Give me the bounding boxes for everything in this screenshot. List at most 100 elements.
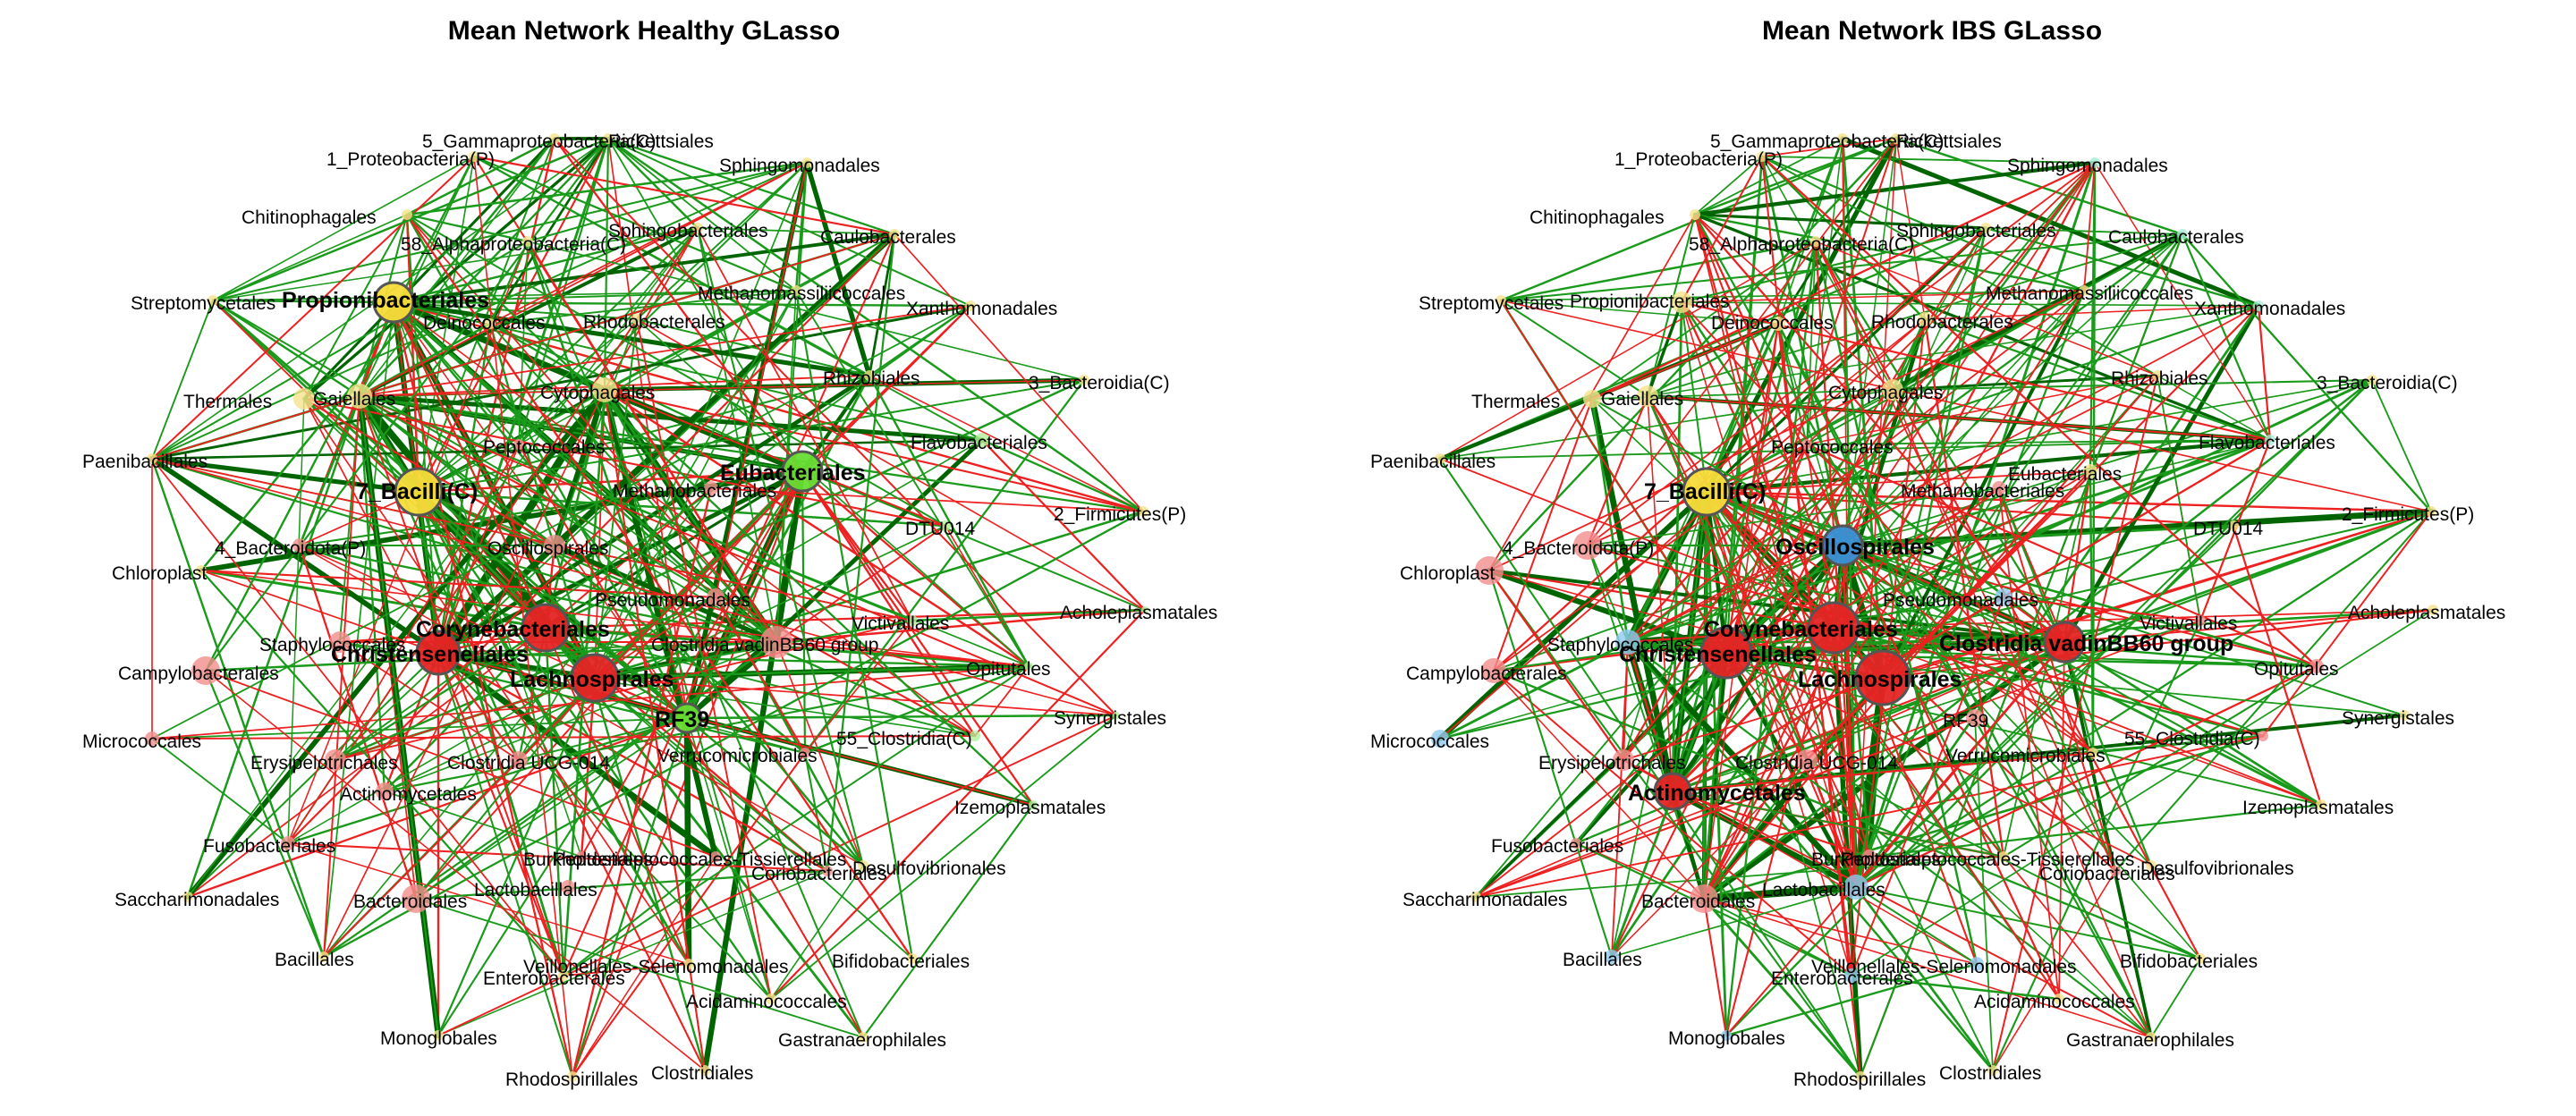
edge — [571, 716, 689, 1078]
edge — [527, 241, 1085, 381]
network-node — [1496, 295, 1506, 306]
node-label: Burkholderiales — [1811, 850, 1941, 870]
node-label: Micrococcales — [82, 731, 201, 752]
network-node — [864, 370, 875, 381]
edge — [775, 469, 804, 644]
edge — [2003, 596, 2201, 621]
network-node — [1613, 749, 1634, 771]
node-label: DTU014 — [905, 519, 976, 539]
network-node — [2146, 860, 2157, 871]
edge — [437, 444, 520, 654]
edge — [1586, 394, 1649, 547]
node-label: Xanthomonadales — [2194, 299, 2345, 319]
edge — [405, 213, 530, 243]
network-node — [699, 1065, 710, 1076]
node-label: Methanomassiliicoccales — [1986, 283, 2193, 304]
edge — [603, 388, 778, 644]
node-label: 58_Alphaproteobacteria(C) — [1689, 234, 1914, 255]
network-node — [1637, 385, 1658, 407]
node-label: Methanomassiliicoccales — [698, 283, 905, 304]
edge — [2003, 470, 2091, 858]
network-node — [2253, 300, 2264, 311]
node-label: Pseudomonadales — [595, 590, 750, 611]
node-label: Methanobacteriales — [613, 481, 776, 502]
node-label: Lachnospirales — [1798, 667, 1962, 692]
edge — [697, 227, 913, 621]
edge — [1681, 290, 2085, 303]
node-layer — [1431, 133, 2438, 1082]
edge — [1842, 379, 2373, 546]
network-node — [671, 702, 703, 734]
edge — [980, 438, 1147, 612]
node-label: Rhodospirillales — [505, 1070, 638, 1090]
node-label: Oscillospirales — [487, 538, 608, 559]
edge — [980, 438, 1145, 513]
node-label: Sphingomonadales — [2007, 156, 2168, 176]
edge — [199, 137, 556, 572]
edge — [187, 227, 699, 898]
edge — [1693, 213, 2086, 292]
edge — [1610, 626, 1835, 959]
network-node — [1966, 709, 1984, 727]
edge — [151, 305, 971, 740]
edge — [803, 378, 1086, 755]
edge — [1439, 318, 1926, 740]
healthy-network-panel: Mean Network Healthy GLasso 5_Gammaprote… — [82, 16, 1217, 1090]
network-node — [2043, 621, 2086, 664]
network-node — [1653, 772, 1692, 811]
edge — [1706, 305, 2259, 493]
edge — [359, 162, 808, 397]
edge — [803, 751, 829, 873]
edge — [1591, 241, 1817, 400]
edge — [1702, 897, 1862, 1078]
node-label: Christensenellales — [1619, 642, 1817, 667]
edge — [1646, 300, 1683, 398]
edge — [392, 300, 574, 1078]
edge — [607, 138, 797, 292]
network-node — [549, 133, 560, 144]
edge — [562, 855, 717, 977]
network-node — [858, 860, 869, 871]
network-node — [1481, 658, 1506, 683]
edge — [1488, 290, 2085, 571]
network-node — [2195, 953, 2206, 964]
network-node — [485, 318, 496, 329]
edge — [770, 714, 1117, 1000]
edge — [606, 137, 972, 308]
network-node — [1843, 875, 1868, 900]
node-label: Campylobacterales — [1406, 664, 1567, 684]
network-node — [1998, 851, 2009, 862]
node-label: 5_Gammaproteobacteria(C) — [1710, 131, 1944, 152]
edge — [1693, 213, 1987, 230]
node-label: Xanthomonadales — [906, 299, 1057, 319]
edge — [1806, 290, 2085, 445]
edge — [1997, 232, 2184, 490]
node-label: Corynebacteriales — [416, 617, 610, 642]
node-label: Gastranaerophilales — [778, 1030, 946, 1051]
network-node — [1573, 531, 1602, 560]
edge — [868, 232, 896, 377]
edge — [211, 299, 361, 398]
network-node — [1757, 151, 1767, 162]
node-label: Rickettsiales — [1896, 131, 2002, 152]
edge — [1725, 652, 2152, 1038]
edge — [527, 162, 808, 242]
node-label: 58_Alphaproteobacteria(C) — [401, 234, 626, 255]
edge — [393, 301, 864, 867]
node-label: Chloroplast — [112, 563, 207, 584]
edge — [322, 640, 778, 959]
edge — [2092, 735, 2264, 754]
edge — [1761, 156, 2096, 164]
edge — [298, 544, 547, 630]
network-node — [2089, 157, 2100, 168]
node-label: Bacillales — [1563, 950, 1642, 970]
edge — [1777, 323, 1843, 546]
network-node — [570, 653, 620, 703]
edge — [593, 510, 1145, 680]
network-node — [1844, 968, 1859, 983]
edge — [1438, 457, 1862, 1078]
edge — [1626, 438, 2272, 644]
node-label: Lactobacillales — [474, 880, 597, 900]
node-label: 5_Gammaproteobacteria(C) — [422, 131, 656, 152]
edge — [562, 232, 896, 977]
